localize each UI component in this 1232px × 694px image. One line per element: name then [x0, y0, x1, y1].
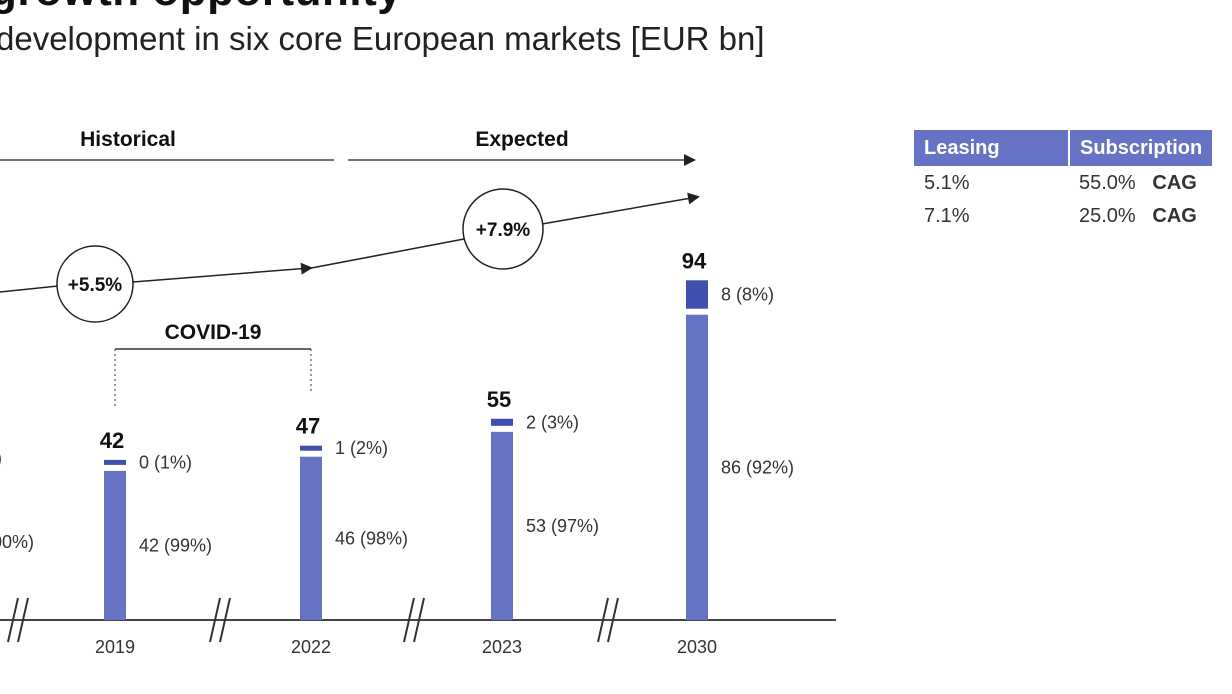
axis-break-mark [17, 597, 29, 643]
chart-subtitle: development in six core European markets… [0, 20, 765, 57]
cagr-legend-table: Leasing Subscription 5.1% 55.0% CAG 7.1%… [914, 130, 1215, 232]
subscription-cagr-value: 55.0% CAG [1079, 172, 1197, 194]
growth-trend-line [541, 192, 700, 225]
subscription-data-label: 2 (3%) [526, 412, 579, 432]
leasing-cagr-value: 7.1% [924, 205, 970, 227]
subscription-bar [686, 280, 708, 309]
subscription-bar [104, 459, 126, 465]
subscription-bar [300, 445, 322, 451]
bar-total-label: 42 [100, 428, 124, 453]
legend-row: 7.1% 25.0% CAG [914, 199, 1213, 232]
axis-break-mark [607, 597, 619, 643]
leasing-bar [491, 431, 513, 620]
axis-break-mark [7, 597, 19, 643]
growth-trend-line [0, 285, 59, 293]
cagr-bubble [56, 245, 134, 323]
period-label-historical: Historical [80, 128, 176, 151]
axis-break-mark [597, 597, 609, 643]
subscription-cagr-value: 25.0% CAG [1079, 205, 1197, 227]
bar-total-label: 47 [296, 414, 320, 439]
leasing-cagr-value: 5.1% [924, 172, 970, 194]
legend-header-subscription: Subscription [1069, 130, 1215, 166]
stacked-bar-chart: 42 42 (99%) 0 (1%) 2019 47 46 (98%) 1 (2%) 2022… [0, 128, 836, 657]
leasing-data-label: 00%) [0, 532, 34, 552]
leasing-data-label: 46 (98%) [335, 528, 408, 548]
page-title: growth opportunity [0, 0, 402, 16]
cagr-bubble-label: +7.9% [476, 220, 531, 241]
x-tick-label: 2019 [95, 637, 135, 657]
subscription-bar [491, 418, 513, 426]
x-tick-label: 2023 [482, 637, 522, 657]
legend-header-leasing: Leasing [914, 130, 1070, 166]
bar-total-label: 94 [682, 248, 707, 273]
axis-break-mark [403, 597, 415, 643]
cagr-bubble [462, 188, 544, 270]
x-tick-label: 2022 [291, 637, 331, 657]
leasing-data-label: ) [0, 448, 2, 468]
axis-break-mark [413, 597, 425, 643]
x-tick-label: 2030 [677, 637, 717, 657]
cagr-bubble-label: +5.5% [68, 275, 123, 296]
axis-break-mark [209, 597, 221, 643]
subscription-data-label: 8 (8%) [721, 285, 774, 305]
leasing-bar [686, 314, 708, 620]
growth-trend-line [305, 238, 465, 270]
leasing-data-label: 53 (97%) [526, 516, 599, 536]
period-label-expected: Expected [475, 128, 568, 151]
subscription-data-label: 1 (2%) [335, 438, 388, 458]
covid-annotation: COVID-19 [165, 321, 262, 344]
bar-total-label: 55 [487, 387, 511, 412]
subscription-data-label: 0 (1%) [139, 452, 192, 472]
legend-row: 5.1% 55.0% CAG [914, 166, 1213, 199]
leasing-data-label: 42 (99%) [139, 535, 212, 555]
leasing-bar [104, 470, 126, 620]
leasing-bar [300, 456, 322, 620]
axis-break-mark [219, 597, 231, 643]
growth-trend-line [132, 262, 313, 283]
leasing-data-label: 86 (92%) [721, 457, 794, 477]
